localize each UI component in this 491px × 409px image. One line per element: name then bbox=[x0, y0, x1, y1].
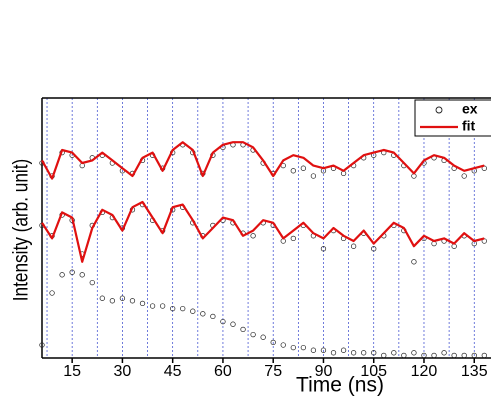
data-point bbox=[170, 305, 176, 312]
x-tick-label: 15 bbox=[63, 363, 81, 380]
data-point bbox=[381, 352, 387, 359]
data-point bbox=[129, 298, 136, 304]
data-point bbox=[310, 173, 317, 179]
legend-label: ex bbox=[462, 101, 478, 117]
data-point bbox=[421, 352, 427, 359]
data-point bbox=[330, 350, 337, 356]
data-point bbox=[350, 350, 357, 356]
data-point bbox=[371, 350, 377, 356]
data-point bbox=[471, 352, 477, 359]
x-tick-label: 120 bbox=[411, 363, 438, 380]
y-axis-label: Intensity (arb. unit) bbox=[10, 159, 33, 301]
data-point bbox=[320, 246, 327, 252]
data-point bbox=[69, 269, 75, 275]
data-point bbox=[159, 303, 166, 309]
data-point bbox=[190, 308, 196, 314]
data-point bbox=[99, 295, 105, 301]
x-tick-label: 90 bbox=[315, 363, 333, 380]
legend-box bbox=[414, 99, 491, 137]
data-point bbox=[270, 339, 276, 346]
data-point bbox=[290, 168, 296, 174]
data-point bbox=[340, 347, 347, 353]
data-point bbox=[451, 352, 457, 359]
data-point bbox=[411, 259, 417, 265]
data-point bbox=[250, 233, 256, 239]
data-point bbox=[39, 342, 45, 348]
data-point bbox=[230, 321, 236, 327]
data-point bbox=[361, 350, 367, 356]
data-point bbox=[240, 326, 246, 333]
data-point bbox=[89, 279, 95, 286]
data-point bbox=[350, 243, 357, 249]
data-point bbox=[260, 334, 266, 340]
data-point bbox=[310, 347, 317, 353]
data-point bbox=[461, 352, 467, 359]
data-point bbox=[441, 350, 447, 356]
data-point bbox=[119, 295, 126, 301]
data-point bbox=[79, 272, 85, 278]
x-tick-label: 30 bbox=[114, 363, 132, 380]
x-tick-label: 75 bbox=[264, 363, 282, 380]
data-point bbox=[431, 352, 437, 359]
data-point bbox=[371, 246, 377, 252]
data-point bbox=[210, 313, 216, 320]
x-tick-label: 45 bbox=[164, 363, 182, 380]
fit-line bbox=[41, 141, 485, 180]
legend-swatch bbox=[435, 106, 443, 114]
data-point bbox=[220, 318, 226, 325]
data-point bbox=[300, 165, 307, 171]
data-point bbox=[149, 303, 156, 309]
fit-line bbox=[41, 200, 485, 263]
data-point bbox=[391, 350, 397, 356]
legend-label: fit bbox=[462, 118, 476, 134]
data-point bbox=[461, 173, 467, 179]
data-point bbox=[290, 235, 296, 242]
data-point bbox=[280, 342, 286, 348]
x-tick-label: 135 bbox=[461, 363, 488, 380]
x-tick-label: 60 bbox=[214, 363, 232, 380]
data-point bbox=[180, 305, 186, 312]
data-point bbox=[481, 352, 487, 359]
data-point bbox=[200, 311, 206, 317]
x-axis-label: Time (ns) bbox=[296, 374, 384, 397]
data-point bbox=[109, 298, 116, 304]
data-point bbox=[139, 300, 146, 307]
x-tick-label: 105 bbox=[360, 363, 387, 380]
data-point bbox=[300, 344, 307, 351]
data-point bbox=[411, 350, 417, 356]
data-point bbox=[49, 290, 55, 296]
data-point bbox=[250, 331, 256, 338]
data-point bbox=[290, 344, 296, 351]
data-point bbox=[59, 272, 65, 278]
data-point bbox=[320, 347, 327, 353]
data-point bbox=[401, 352, 407, 359]
